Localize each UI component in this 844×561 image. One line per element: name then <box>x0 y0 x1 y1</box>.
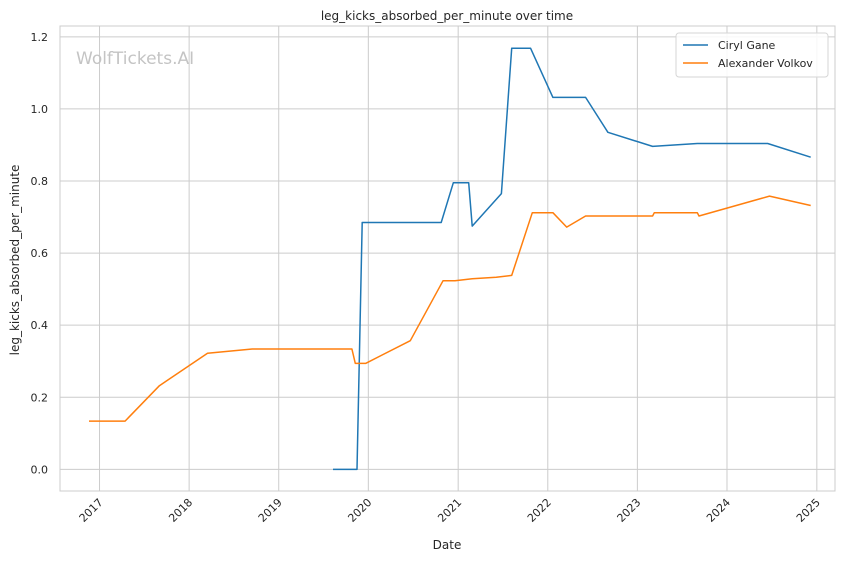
data-point-ciryl-gane <box>500 192 502 194</box>
data-point-alexander-volkov <box>584 215 586 217</box>
data-point-ciryl-gane <box>468 182 470 184</box>
data-point-alexander-volkov <box>495 276 497 278</box>
data-point-alexander-volkov <box>511 274 513 276</box>
data-point-ciryl-gane <box>696 142 698 144</box>
data-point-alexander-volkov <box>454 280 456 282</box>
data-point-alexander-volkov <box>88 420 90 422</box>
y-tick-label: 0.4 <box>31 319 49 332</box>
data-point-alexander-volkov <box>409 340 411 342</box>
y-tick-label: 1.2 <box>31 31 49 44</box>
data-point-alexander-volkov <box>552 212 554 214</box>
chart-title: leg_kicks_absorbed_per_minute over time <box>321 9 573 23</box>
watermark: WolfTickets.AI <box>76 49 194 69</box>
data-point-alexander-volkov <box>251 348 253 350</box>
data-point-alexander-volkov <box>768 195 770 197</box>
series-lines <box>88 47 812 471</box>
data-point-ciryl-gane <box>511 47 513 49</box>
series-line-ciryl-gane <box>333 47 811 471</box>
data-point-ciryl-gane <box>607 131 609 133</box>
data-point-alexander-volkov <box>158 385 160 387</box>
legend-label-ciryl-gane: Ciryl Gane <box>718 39 776 52</box>
data-point-ciryl-gane <box>529 47 531 49</box>
legend: Ciryl Gane Alexander Volkov <box>675 32 829 78</box>
x-axis-title: Date <box>433 538 462 552</box>
data-point-alexander-volkov <box>206 352 208 354</box>
data-point-ciryl-gane <box>810 156 812 158</box>
data-point-alexander-volkov <box>364 362 366 364</box>
data-point-alexander-volkov <box>696 212 698 214</box>
data-point-alexander-volkov <box>810 204 812 206</box>
data-point-ciryl-gane <box>584 96 586 98</box>
data-point-ciryl-gane <box>332 468 334 470</box>
y-tick-label: 0.0 <box>31 463 49 476</box>
y-tick-label: 0.8 <box>31 175 49 188</box>
y-axis-title: leg_kicks_absorbed_per_minute <box>8 165 22 356</box>
data-point-alexander-volkov <box>124 420 126 422</box>
data-point-alexander-volkov <box>653 212 655 214</box>
data-point-ciryl-gane <box>767 142 769 144</box>
data-point-alexander-volkov <box>566 226 568 228</box>
data-point-ciryl-gane <box>651 145 653 147</box>
data-point-ciryl-gane <box>471 225 473 227</box>
y-tick-label: 0.2 <box>31 391 49 404</box>
grid <box>60 26 835 491</box>
data-point-alexander-volkov <box>651 215 653 217</box>
data-point-alexander-volkov <box>698 215 700 217</box>
data-point-alexander-volkov <box>531 212 533 214</box>
legend-box <box>675 32 829 78</box>
data-point-alexander-volkov <box>471 278 473 280</box>
data-point-alexander-volkov <box>354 362 356 364</box>
data-point-ciryl-gane <box>361 221 363 223</box>
data-point-alexander-volkov <box>351 348 353 350</box>
data-point-alexander-volkov <box>442 280 444 282</box>
legend-label-alexander-volkov: Alexander Volkov <box>718 57 813 70</box>
data-point-ciryl-gane <box>440 221 442 223</box>
plot-area <box>59 25 836 492</box>
data-point-ciryl-gane <box>552 96 554 98</box>
data-point-ciryl-gane <box>356 468 358 470</box>
y-tick-label: 0.6 <box>31 247 49 260</box>
y-tick-label: 1.0 <box>31 103 49 116</box>
data-point-ciryl-gane <box>452 182 454 184</box>
series-line-alexander-volkov <box>89 195 811 422</box>
data-point-ciryl-gane <box>347 468 349 470</box>
